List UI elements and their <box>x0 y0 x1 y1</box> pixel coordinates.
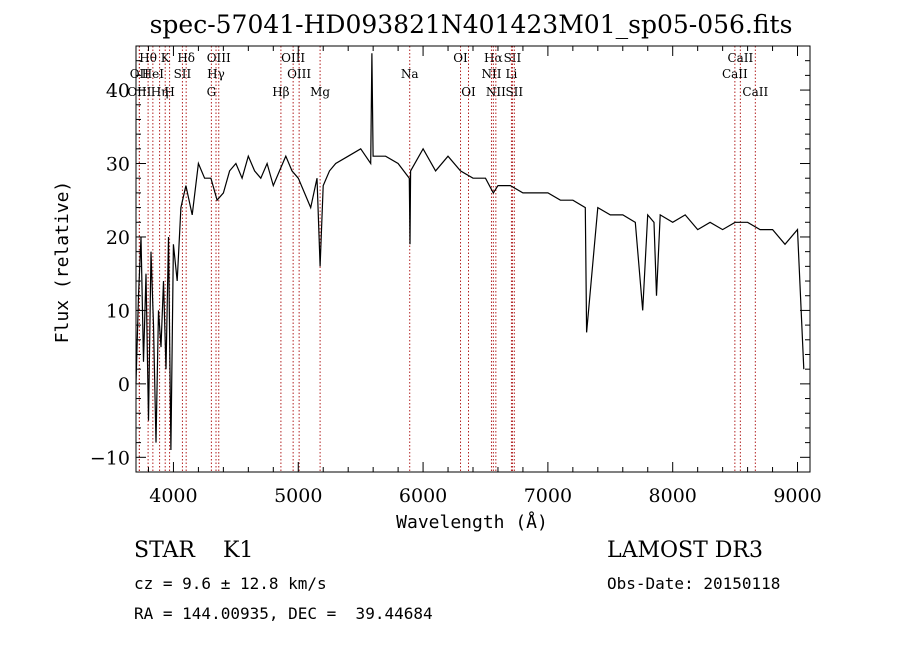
plot-frame <box>135 45 811 473</box>
marker-label: NII <box>481 67 501 81</box>
x-axis: 4000 5000 6000 7000 8000 9000 <box>147 46 822 507</box>
marker-label: OIII <box>281 51 305 65</box>
marker-label: SII <box>505 85 523 99</box>
y-axis: −10 0 10 20 30 40 <box>90 45 810 473</box>
y-tick-label: 10 <box>106 300 130 322</box>
spectrum-line <box>135 53 805 451</box>
y-tick-label: 20 <box>106 227 130 249</box>
marker-label: Hα <box>484 51 503 65</box>
x-tick-label: 5000 <box>274 485 322 507</box>
marker-label: CaII <box>742 85 768 99</box>
marker-label: Hθ <box>139 51 157 65</box>
marker-label: OI <box>453 51 468 65</box>
marker-label: OIII <box>207 51 231 65</box>
marker-label: CaII <box>722 67 748 81</box>
x-tick-label: 4000 <box>149 485 197 507</box>
y-tick-label: 30 <box>106 154 130 176</box>
marker-label: SII <box>174 67 192 81</box>
y-tick-label: 0 <box>118 374 130 396</box>
chart-title: spec-57041-HD093821N401423M01_sp05-056.f… <box>150 10 793 39</box>
x-tick-label: 7000 <box>524 485 572 507</box>
marker-label: Li <box>506 67 518 81</box>
marker-label: G <box>207 85 217 99</box>
survey-name: LAMOST DR3 <box>607 538 763 563</box>
x-axis-label: Wavelength (Å) <box>396 511 548 533</box>
observation-date: Obs-Date: 20150118 <box>607 574 781 593</box>
marker-label: NII <box>486 85 506 99</box>
x-tick-label: 6000 <box>399 485 447 507</box>
x-tick-label: 9000 <box>773 485 821 507</box>
marker-label: HeI <box>142 67 165 81</box>
marker-label: OIII <box>127 85 151 99</box>
marker-label: SII <box>504 51 522 65</box>
y-tick-label: 40 <box>106 80 130 102</box>
marker-label: Hδ <box>177 51 195 65</box>
redshift-velocity: cz = 9.6 ± 12.8 km/s <box>134 574 327 593</box>
spectrum-series <box>135 53 805 451</box>
marker-label: OI <box>461 85 476 99</box>
ra-dec-coordinates: RA = 144.00935, DEC = 39.44684 <box>134 604 433 623</box>
marker-label: CaII <box>727 51 753 65</box>
x-tick-label: 8000 <box>649 485 697 507</box>
y-axis-label: Flux (relative) <box>52 181 73 344</box>
marker-label: H <box>164 85 174 99</box>
y-tick-label: −10 <box>90 447 130 469</box>
marker-label: OIII <box>287 67 311 81</box>
object-class: STAR K1 <box>134 538 254 563</box>
marker-label: Hη <box>151 85 169 99</box>
marker-label: K <box>161 51 171 65</box>
marker-label: Mg <box>310 85 330 99</box>
marker-label: Na <box>401 67 419 81</box>
marker-label: Hγ <box>207 67 225 81</box>
marker-label: Hβ <box>272 85 289 99</box>
